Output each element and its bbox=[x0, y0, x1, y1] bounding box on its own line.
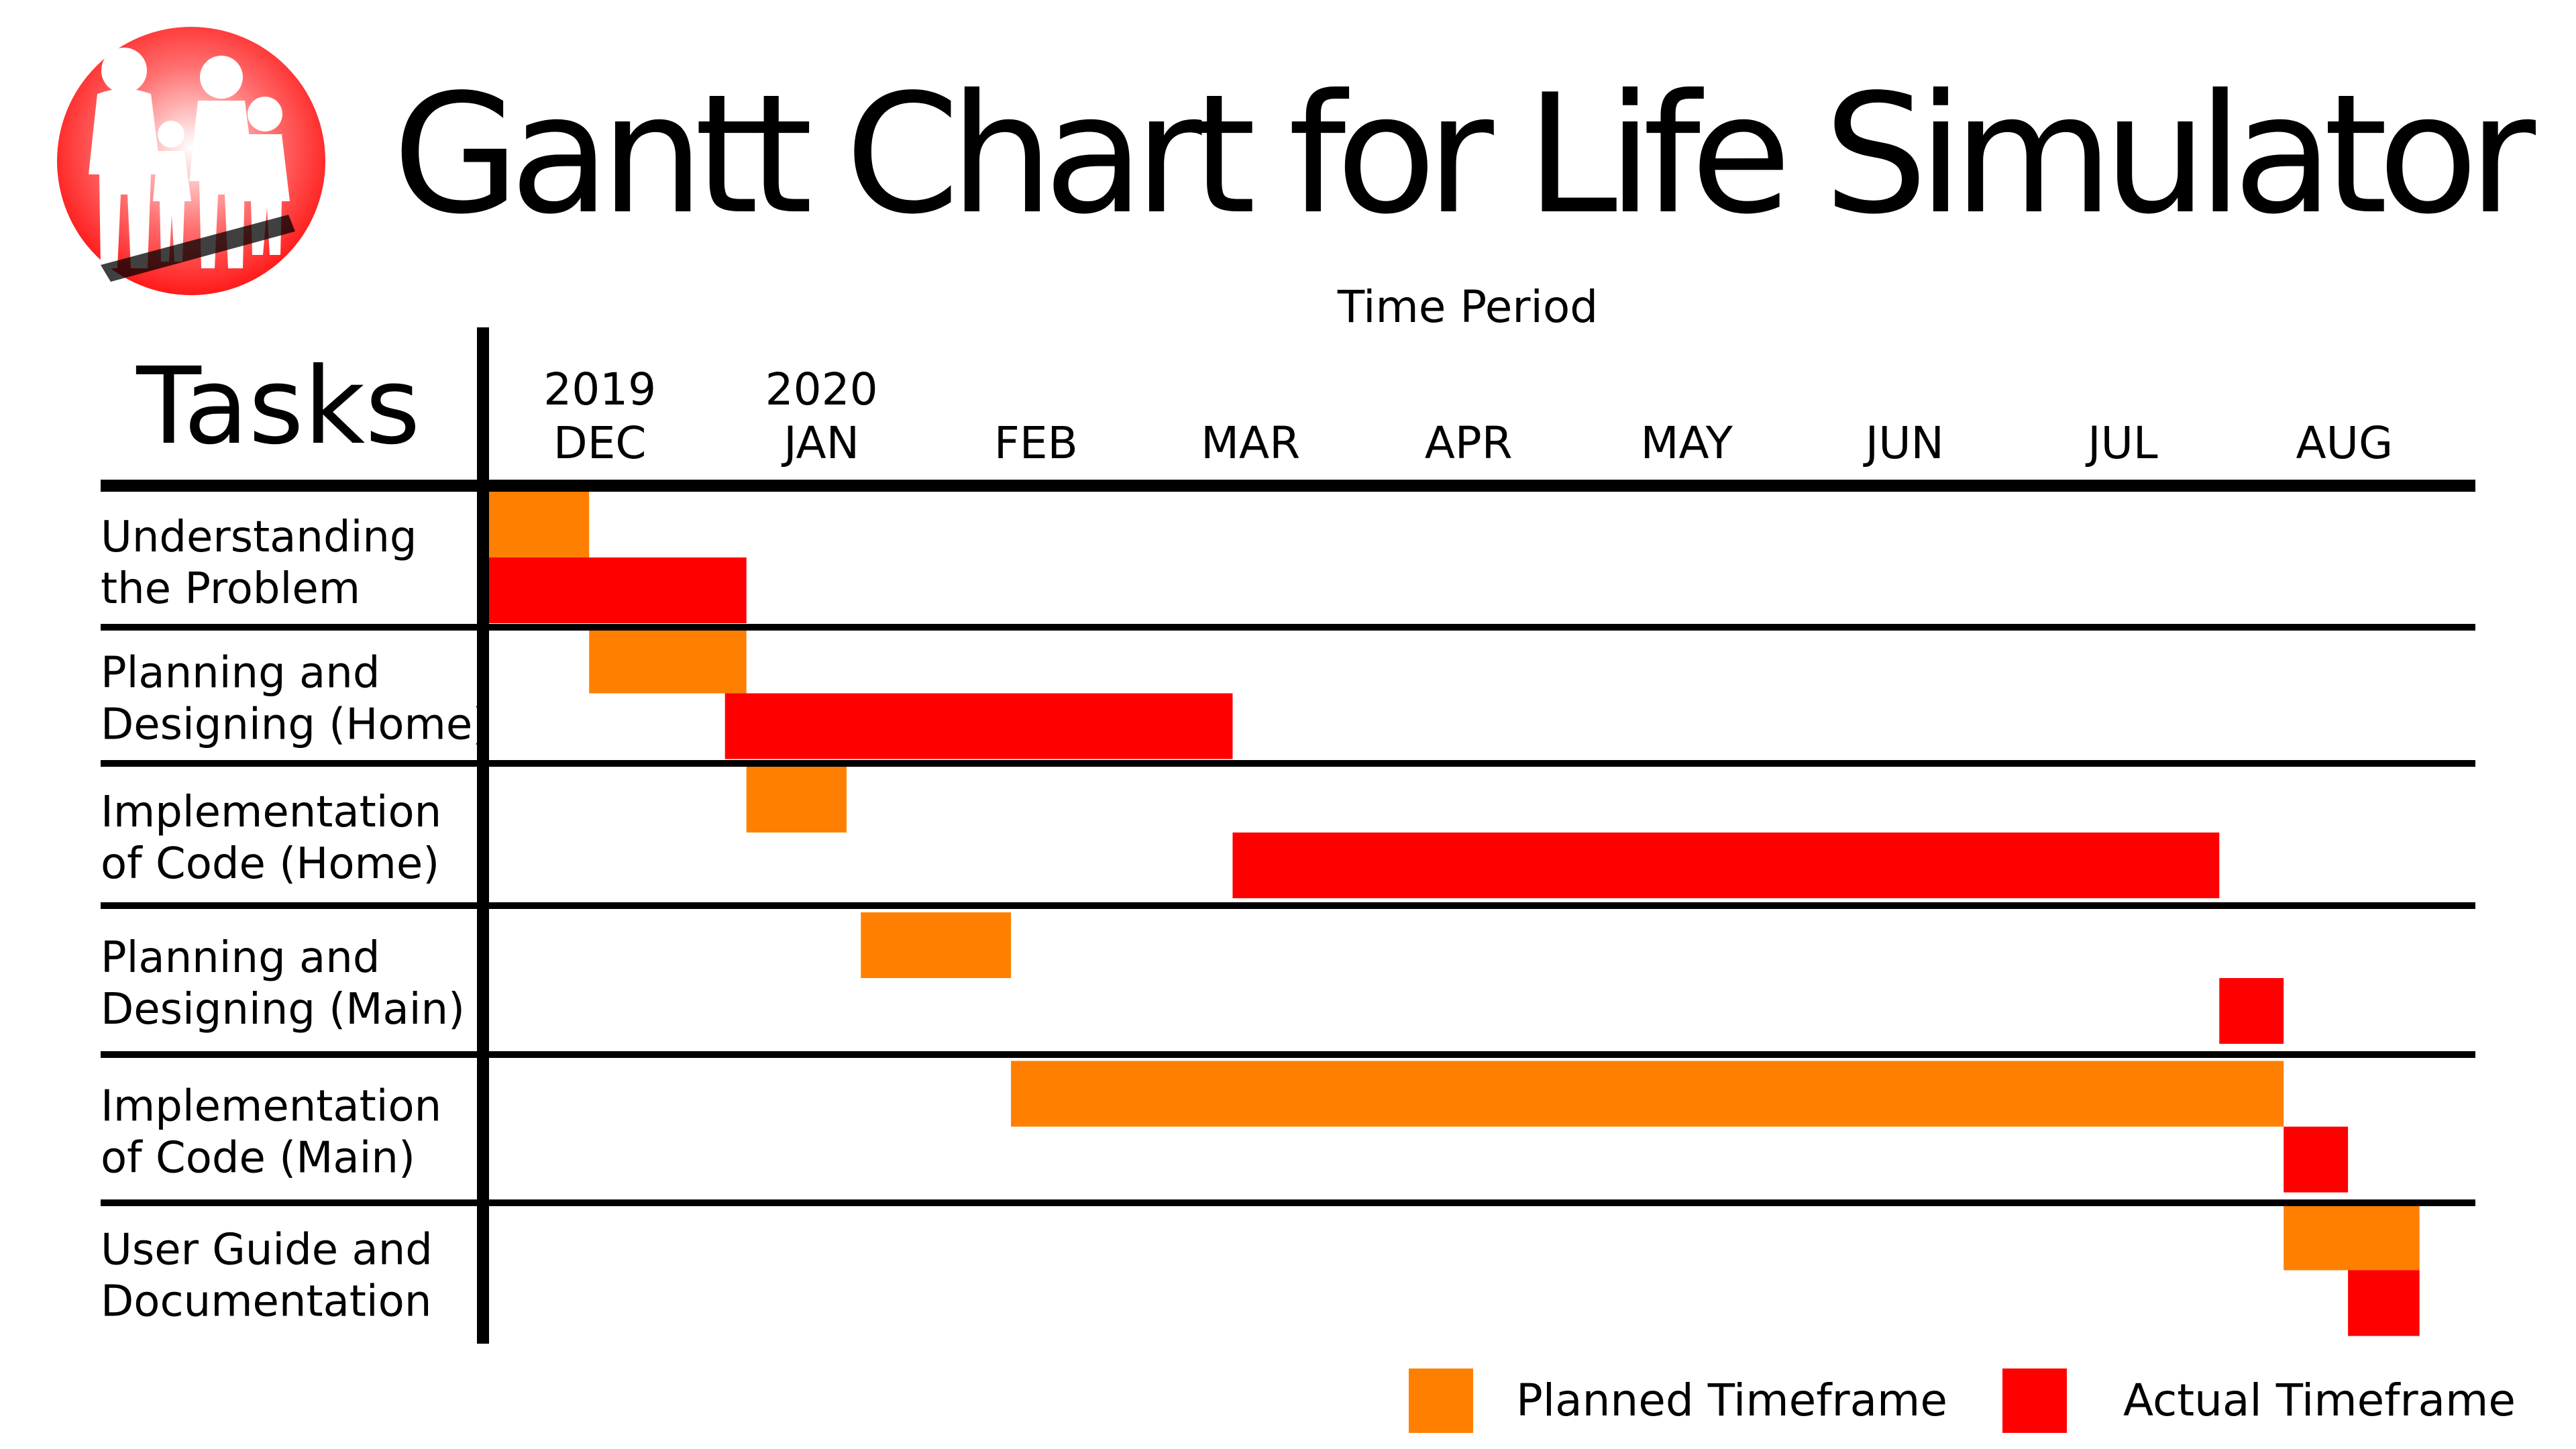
planned-bar bbox=[861, 912, 1012, 978]
row-divider bbox=[101, 624, 2475, 631]
month-label: JUL bbox=[2085, 417, 2158, 469]
legend: Planned Timeframe Actual Timeframe bbox=[1409, 1368, 2516, 1433]
planned-bar bbox=[489, 492, 590, 557]
task-label: Planning and bbox=[101, 649, 380, 698]
actual-bar bbox=[2284, 1126, 2349, 1193]
task-label: Implementation bbox=[101, 1082, 441, 1132]
row-divider bbox=[101, 1051, 2475, 1058]
legend-label: Planned Timeframe bbox=[1516, 1375, 1947, 1426]
task-label: Understanding bbox=[101, 513, 417, 562]
actual-bar bbox=[489, 557, 747, 623]
year-label: 2019 bbox=[543, 364, 656, 415]
task-label: Implementation bbox=[101, 788, 441, 837]
x-axis-title: Time Period bbox=[1337, 281, 1598, 333]
task-label: Designing (Main) bbox=[101, 985, 465, 1034]
planned-bar bbox=[589, 627, 747, 694]
row-divider bbox=[101, 760, 2475, 767]
legend-swatch bbox=[1409, 1368, 1473, 1433]
planned-bar bbox=[2284, 1204, 2420, 1271]
planned-bar bbox=[746, 767, 847, 833]
row-divider bbox=[101, 902, 2475, 909]
family-silhouette-logo-icon bbox=[57, 27, 325, 295]
row-dividers bbox=[101, 624, 2475, 1206]
month-label: MAR bbox=[1201, 417, 1300, 469]
actual-bar bbox=[2348, 1270, 2420, 1336]
year-labels: 2019 2020 bbox=[543, 364, 877, 415]
task-label: User Guide and bbox=[101, 1226, 433, 1275]
header-divider-line bbox=[101, 480, 2475, 492]
task-label: Planning and bbox=[101, 933, 380, 983]
actual-bar bbox=[2219, 978, 2284, 1044]
task-label: Designing (Home) bbox=[101, 700, 489, 750]
task-label: of Code (Home) bbox=[101, 839, 439, 889]
task-label: Documentation bbox=[101, 1277, 431, 1327]
year-label: 2020 bbox=[765, 364, 878, 415]
vertical-axis-line bbox=[477, 327, 489, 1344]
legend-label: Actual Timeframe bbox=[2123, 1375, 2516, 1426]
gantt-bars bbox=[489, 492, 2420, 1336]
row-divider bbox=[101, 1199, 2475, 1206]
actual-bar bbox=[1232, 833, 2220, 898]
month-label: FEB bbox=[994, 417, 1078, 469]
month-label: APR bbox=[1425, 417, 1513, 469]
month-label: AUG bbox=[2296, 417, 2393, 469]
planned-bar bbox=[1011, 1061, 2284, 1127]
month-labels: DEC JAN FEB MAR APR MAY JUN JUL AUG bbox=[553, 417, 2393, 469]
task-label: the Problem bbox=[101, 564, 360, 614]
month-label: JUN bbox=[1863, 417, 1944, 469]
month-label: MAY bbox=[1641, 417, 1733, 469]
actual-bar bbox=[724, 693, 1233, 759]
chart-title: Gantt Chart for Life Simulator bbox=[392, 59, 2536, 250]
legend-swatch bbox=[2002, 1368, 2067, 1433]
month-label: DEC bbox=[553, 417, 647, 469]
task-label: of Code (Main) bbox=[101, 1134, 415, 1183]
tasks-header: Tasks bbox=[136, 345, 420, 468]
month-label: JAN bbox=[781, 417, 859, 469]
